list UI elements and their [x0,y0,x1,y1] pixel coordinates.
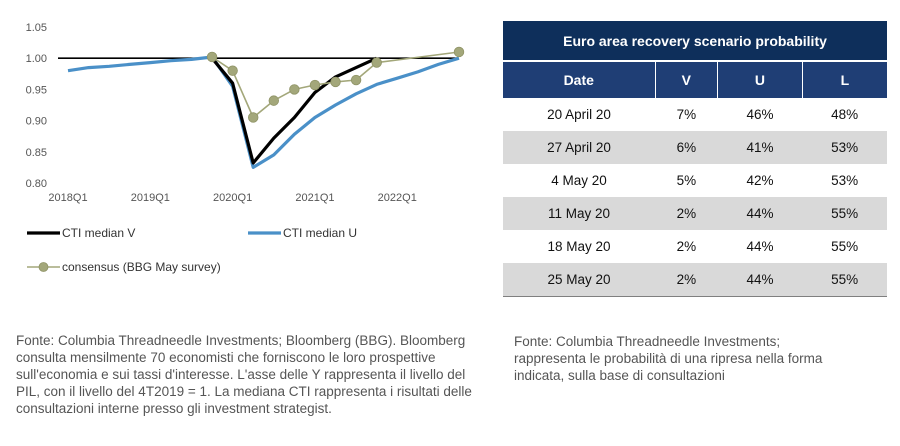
cell-date: 27 April 20 [503,131,655,164]
table-row: 18 May 20 2% 44% 55% [503,230,887,263]
consensus-point [309,79,321,91]
cell-v: 5% [676,173,697,188]
x-tick-label: 2019Q1 [131,192,170,204]
x-tick-label: 2022Q1 [378,192,417,204]
cell-u: 46% [746,107,774,122]
table-row: 27 April 20 6% 41% 53% [503,131,887,164]
y-tick-label: 0.90 [26,116,47,128]
cell-v: 6% [655,131,718,164]
gdp-scenario-chart: 1.05 1.00 0.95 0.90 0.85 0.80 2018Q1 2019Q1 202… [26,22,465,274]
cell-v: 2% [655,263,718,297]
cell-u: 42% [746,173,774,188]
legend-marker [38,262,49,272]
table-title: Euro area recovery scenario probability [503,21,887,62]
legend-item-cti-median-u: CTI median U [248,226,357,240]
series-line-cti-median-u [67,55,460,169]
consensus-point [206,51,218,63]
cell-l: 55% [802,197,887,230]
consensus-point [453,46,465,58]
header-u: U [717,61,803,98]
cell-u: 44% [746,239,774,254]
y-tick-label: 1.00 [26,53,47,65]
header-date: Date [503,61,656,98]
table-row: 4 May 20 5% 42% 53% [503,164,887,197]
legend-label: consensus (BBG May survey) [62,260,221,274]
legend-label: CTI median U [283,226,357,240]
y-tick-label: 0.95 [26,84,47,96]
series-layer [67,46,465,169]
legend-item-consensus: consensus (BBG May survey) [27,260,221,274]
x-tick-label: 2018Q1 [48,192,87,204]
cell-u: 44% [717,197,803,230]
x-tick-label: 2021Q1 [295,192,334,204]
cell-l: 55% [831,239,859,254]
consensus-point [330,76,341,88]
consensus-point [248,112,259,123]
scenario-probability-table: Euro area recovery scenario probability … [503,21,887,297]
cell-v: 7% [676,107,697,122]
chart-source-note: Fonte: Columbia Threadneedle Investments… [16,333,472,416]
y-tick-label: 0.80 [26,178,47,190]
consensus-point [227,65,238,76]
header-l: L [802,61,887,98]
y-tick-label: 0.85 [26,147,47,159]
legend-label: CTI median V [62,226,135,240]
cell-date: 18 May 20 [547,239,611,254]
series-line-cti-median-v [210,56,378,165]
series-line-consensus [211,51,460,119]
consensus-point [350,74,362,86]
legend-item-cti-median-v: CTI median V [27,226,135,240]
y-tick-label: 1.05 [26,22,47,34]
cell-u: 44% [717,263,803,297]
cell-v: 2% [676,239,697,254]
cell-l: 53% [831,173,859,188]
table-row: 20 April 20 7% 46% 48% [503,98,887,131]
table-row: 11 May 20 2% 44% 55% [503,197,887,230]
legend: CTI median V CTI median U consensus (BBG M… [27,226,357,274]
consensus-point [371,57,382,68]
y-axis-ticks: 1.05 1.00 0.95 0.90 0.85 0.80 [26,22,47,190]
cell-date: 20 April 20 [547,107,611,122]
cell-v: 2% [655,197,718,230]
consensus-point [289,84,300,95]
cell-l: 53% [802,131,887,164]
cell-date: 4 May 20 [551,173,607,188]
cell-l: 55% [802,263,887,297]
consensus-point [268,95,279,106]
x-tick-label: 2020Q1 [213,192,252,204]
header-v: V [655,61,719,98]
cell-l: 48% [831,107,859,122]
x-axis-ticks: 2018Q1 2019Q1 2020Q1 2021Q1 2022Q1 [48,192,416,204]
table-source-note: Fonte: Columbia Threadneedle Investments… [514,334,823,383]
cell-date: 25 May 20 [503,263,655,297]
cell-u: 41% [717,131,803,164]
table-row: 25 May 20 2% 44% 55% [503,263,887,297]
cell-date: 11 May 20 [503,197,655,230]
